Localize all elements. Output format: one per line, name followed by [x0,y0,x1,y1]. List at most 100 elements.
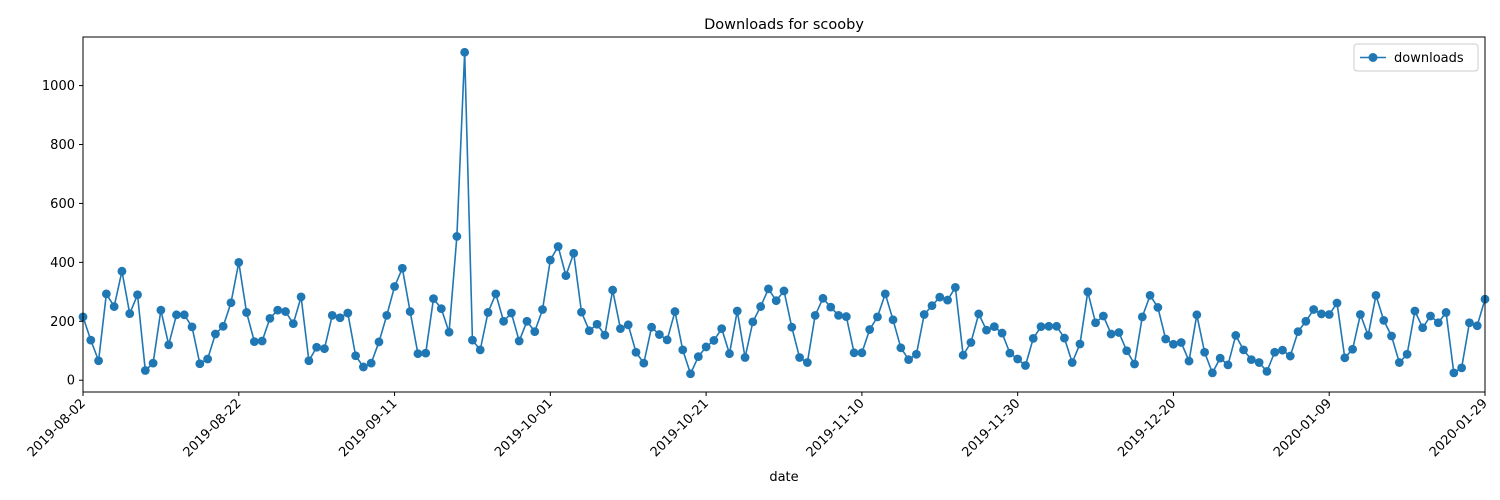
y-tick-label: 0 [67,374,75,389]
data-point [1231,331,1241,340]
data-point [179,310,189,320]
data-point [810,311,820,320]
data-point [1052,321,1062,331]
data-point [1394,358,1404,367]
data-point [732,306,742,316]
data-point [421,348,431,358]
data-point [756,302,766,311]
data-point [647,322,656,332]
data-point [1223,360,1233,370]
data-point [343,308,353,318]
data-point [631,347,641,357]
data-point [1114,328,1124,337]
data-point [148,358,158,368]
data-point [351,351,361,361]
data-point [1363,331,1373,340]
data-point [1137,312,1147,322]
data-point [109,302,119,311]
data-point [1200,347,1209,357]
data-point [327,311,337,320]
data-point [841,312,851,321]
data-point [693,352,703,362]
data-point [662,335,672,345]
data-point [857,348,867,358]
data-point [1402,349,1412,359]
data-point [592,319,602,329]
data-point [1433,318,1443,328]
y-tick-label: 200 [50,315,75,330]
data-point [561,271,571,281]
data-point [600,330,610,340]
data-point [873,312,882,322]
data-point [670,307,680,316]
data-point [265,313,275,323]
data-point [1028,333,1038,343]
data-point [1176,338,1186,347]
x-axis-label: date [769,470,798,485]
data-point [1324,310,1334,319]
data-point [1207,368,1217,378]
data-point [397,263,407,273]
data-point [1161,334,1171,344]
data-point [405,307,415,316]
data-point [545,255,555,265]
data-point [1340,353,1350,363]
data-point [927,301,937,311]
data-point [374,337,384,347]
data-point [499,316,508,326]
data-point [1278,345,1287,355]
data-point [1075,339,1085,349]
data-point [943,295,952,305]
data-point [717,324,727,334]
data-point [320,344,329,354]
data-point [779,286,789,296]
data-point [444,327,454,337]
data-point [203,354,213,364]
data-point [1122,346,1132,356]
y-tick-label: 800 [50,138,75,153]
data-point [912,349,921,359]
data-point [468,335,477,345]
data-point [888,315,898,325]
data-point [795,353,804,362]
data-point [304,356,314,366]
chart-title: Downloads for scooby [704,17,864,33]
data-point [1332,298,1342,308]
data-point [740,353,750,362]
data-point [1246,355,1256,364]
data-point [218,321,228,331]
data-point [1418,323,1428,333]
data-point [156,305,166,315]
data-point [1083,287,1093,297]
data-point [974,309,984,319]
y-tick-label: 1000 [42,79,75,94]
data-point [1239,345,1248,355]
data-point [865,325,875,334]
legend-marker-icon [1368,53,1378,62]
data-point [725,349,734,359]
data-point [1449,368,1459,378]
data-point [989,322,999,331]
data-point [1067,358,1077,367]
data-point [1457,363,1467,373]
data-point [569,248,579,258]
data-point [452,232,462,241]
y-axis: 0 200 400 600 800 1000 [42,79,83,389]
data-point [553,242,563,251]
data-point [709,336,719,345]
data-point [133,290,142,300]
data-point [1192,310,1202,320]
data-point [1215,353,1225,363]
data-point [460,47,470,57]
data-point [242,308,251,317]
data-point [1169,339,1178,349]
y-tick-label: 600 [50,197,75,212]
data-point [273,305,283,315]
data-point [281,307,290,316]
data-point [234,257,244,267]
data-point [1355,310,1365,319]
data-point [172,310,181,320]
data-point [86,335,96,345]
data-point [1130,359,1139,369]
data-point [1410,306,1420,316]
